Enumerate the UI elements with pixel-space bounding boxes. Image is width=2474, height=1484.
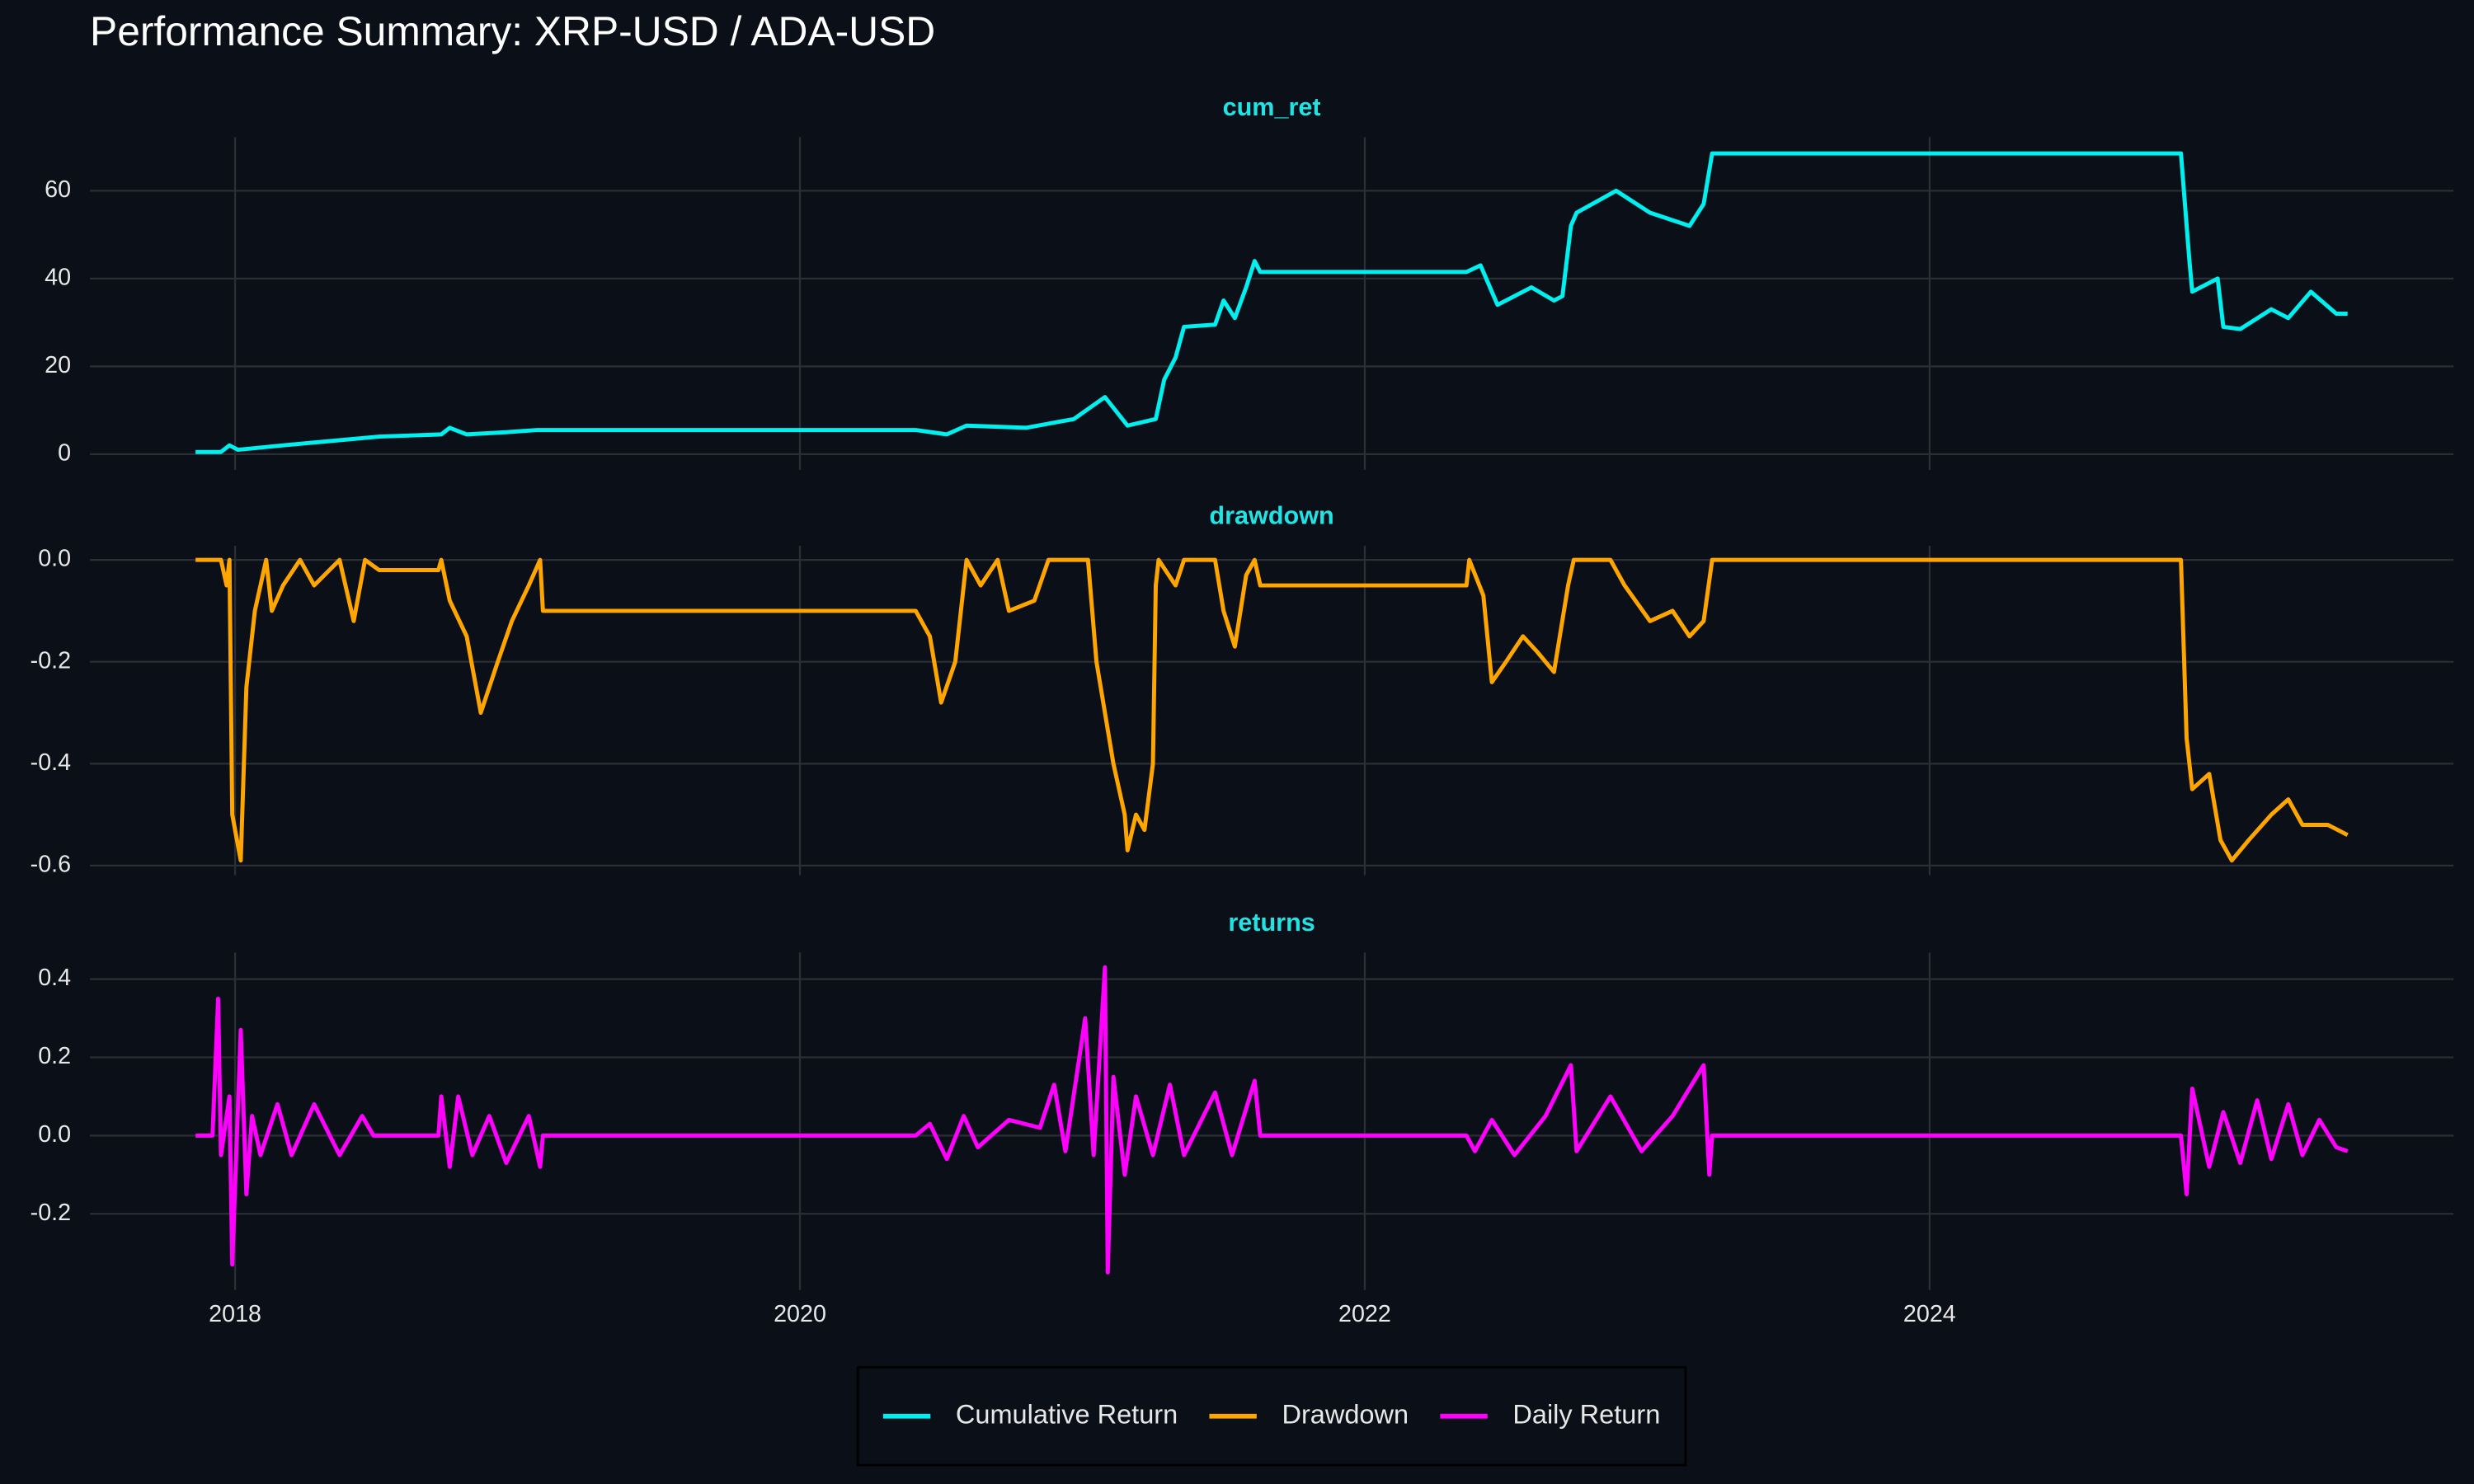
- line-series: [195, 965, 2349, 1275]
- x-tick-label: 2020: [774, 1301, 826, 1327]
- y-tick-label: -0.4: [31, 749, 71, 776]
- y-tick-label: -0.2: [31, 647, 71, 674]
- x-tick-label: 2024: [1903, 1301, 1956, 1327]
- y-tick-label: 20: [45, 352, 71, 378]
- y-tick-label: 0.0: [38, 546, 71, 572]
- legend-label: Daily Return: [1512, 1399, 1660, 1429]
- panel-title: drawdown: [1209, 501, 1333, 529]
- x-tick-label: 2022: [1338, 1301, 1391, 1327]
- legend-label: Drawdown: [1282, 1399, 1409, 1429]
- y-tick-label: 0: [58, 439, 71, 466]
- line-series: [195, 151, 2348, 454]
- legend: Cumulative Return Drawdown Daily Return: [856, 1366, 1687, 1467]
- y-tick-label: 0.2: [38, 1043, 71, 1069]
- y-tick-label: 60: [45, 176, 71, 203]
- panel-title: returns: [1228, 909, 1315, 937]
- y-tick-label: -0.6: [31, 851, 71, 877]
- line-series: [195, 557, 2349, 863]
- legend-label: Cumulative Return: [956, 1399, 1178, 1429]
- panel-title: cum_ret: [1223, 93, 1321, 121]
- chart-title: Performance Summary: XRP-USD / ADA-USD: [90, 8, 935, 54]
- y-tick-label: 40: [45, 264, 71, 290]
- y-tick-label: 0.0: [38, 1121, 71, 1148]
- legend-box: [856, 1366, 1687, 1467]
- y-tick-label: -0.2: [31, 1200, 71, 1226]
- y-tick-label: 0.4: [38, 965, 71, 991]
- x-tick-label: 2018: [209, 1301, 261, 1327]
